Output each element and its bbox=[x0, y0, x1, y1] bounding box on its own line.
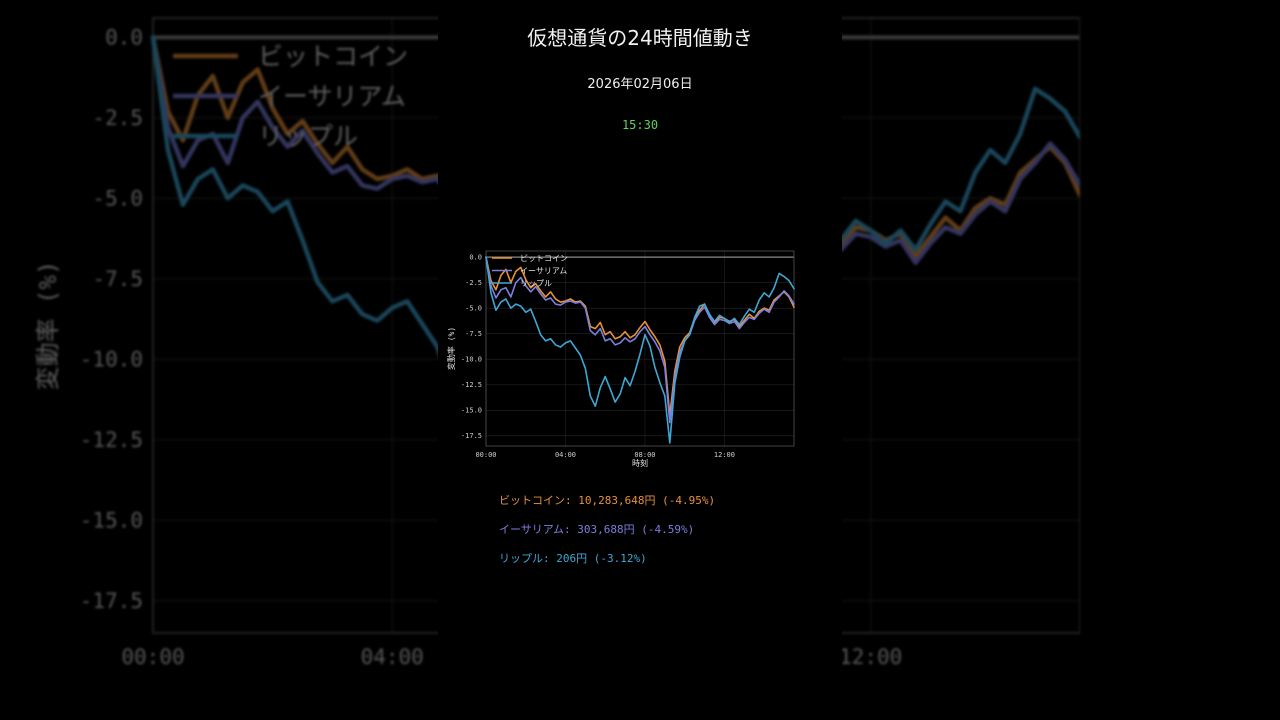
y-axis-label: 変動率 (%) bbox=[446, 327, 456, 370]
bg-left-y-tick-label: -2.5 bbox=[92, 106, 143, 130]
bg-left-y-tick-label: -5.0 bbox=[92, 187, 143, 211]
bg-left-y-tick-label: 0.0 bbox=[105, 26, 143, 50]
chart-svg: 0.0 -2.5 -5.0 -7.5 -10.0 -12.5 -15.0 -17.5 00:00… bbox=[446, 250, 795, 468]
y-tick-label: -5.0 bbox=[465, 305, 482, 313]
x-axis-label: 時刻 bbox=[632, 458, 648, 468]
price-change-chart: 0.0 -2.5 -5.0 -7.5 -10.0 -12.5 -15.0 -17.5 00:00… bbox=[444, 245, 796, 479]
y-tick-label: 0.0 bbox=[469, 254, 482, 262]
x-tick-label: 00:00 bbox=[475, 451, 496, 459]
bg-left-y-tick-label: -15.0 bbox=[80, 509, 143, 533]
bg-left-y-tick-label: -10.0 bbox=[80, 348, 143, 372]
y-tick-label: -12.5 bbox=[461, 381, 482, 389]
y-tick-label: -2.5 bbox=[465, 279, 482, 287]
series-line-1 bbox=[485, 256, 795, 424]
time-label: 15:30 bbox=[621, 118, 659, 132]
series-line-0 bbox=[485, 256, 795, 417]
ethereum-price-label: イーサリアム: 303,688円 (-4.59%) bbox=[499, 523, 695, 536]
bg-left-y-tick-label: -12.5 bbox=[80, 428, 143, 452]
legend-label-1: イーサリアム bbox=[520, 266, 567, 275]
plot-frame bbox=[485, 250, 795, 447]
x-tick-label: 08:00 bbox=[634, 451, 655, 459]
bg-left-legend-label-2: リップル bbox=[258, 122, 358, 151]
bg-left-y-axis-label: 変動率 (%) bbox=[34, 261, 62, 391]
bg-right-series-line-1 bbox=[842, 141, 1080, 265]
bg-left-legend-label-0: ビットコイン bbox=[258, 42, 408, 71]
bg-left-series-line-2 bbox=[150, 35, 438, 356]
y-tick-label: -15.0 bbox=[461, 407, 482, 415]
bg-left-y-tick-label: -17.5 bbox=[80, 589, 143, 613]
y-tick-label: -17.5 bbox=[461, 432, 482, 440]
legend-label-2: リップル bbox=[520, 279, 552, 288]
legend-label-0: ビットコイン bbox=[520, 254, 568, 263]
x-tick-label: 12:00 bbox=[714, 451, 735, 459]
bg-left-x-tick-label: 04:00 bbox=[361, 645, 424, 669]
bg-right-chart-svg: 0.0-2.5-5.0-7.5-10.0-12.5-15.0-17.500:00… bbox=[842, 17, 1080, 669]
bg-right-x-tick-label: 12:00 bbox=[842, 645, 902, 669]
bg-left-series-line-1 bbox=[150, 35, 438, 191]
blurred-chart-background-left: 0.0 -2.5 -5.0 -7.5 -10.0 -12.5 -15.0 -17.5 00:00… bbox=[0, 0, 438, 720]
y-tick-label: -10.0 bbox=[461, 356, 482, 364]
bitcoin-price-label: ビットコイン: 10,283,648円 (-4.95%) bbox=[499, 494, 716, 507]
bg-right-series-line-2 bbox=[842, 86, 1080, 253]
date-label: 2026年02月06日 bbox=[587, 77, 693, 92]
bg-left-x-tick-label: 00:00 bbox=[121, 645, 184, 669]
y-tick-label: -7.5 bbox=[465, 330, 482, 338]
series-line-2 bbox=[485, 256, 795, 444]
bg-left-chart-svg: 0.0 -2.5 -5.0 -7.5 -10.0 -12.5 -15.0 -17.5 00:00… bbox=[34, 17, 438, 669]
ripple-price-label: リップル: 206円 (-3.12%) bbox=[499, 552, 647, 565]
blurred-chart-background-right: 0.0 -2.5 -5.0 -7.5 -10.0 -12.5 -15.0 -17.5 00:00… bbox=[842, 0, 1280, 720]
bg-right-plot-frame bbox=[842, 17, 1080, 634]
main-panel: 仮想通貨の24時間値動き 2026年02月06日 15:30 0.0 -2.5 -5… bbox=[438, 0, 842, 720]
bg-right-series-line-0 bbox=[842, 144, 1080, 259]
bg-left-legend-label-1: イーサリアム bbox=[258, 82, 406, 111]
page-title: 仮想通貨の24時間値動き bbox=[527, 26, 753, 50]
x-tick-label: 04:00 bbox=[555, 451, 576, 459]
bg-left-plot-frame bbox=[152, 17, 438, 634]
bg-left-y-tick-label: -7.5 bbox=[92, 267, 143, 291]
bg-left-series-line-0 bbox=[150, 35, 438, 182]
